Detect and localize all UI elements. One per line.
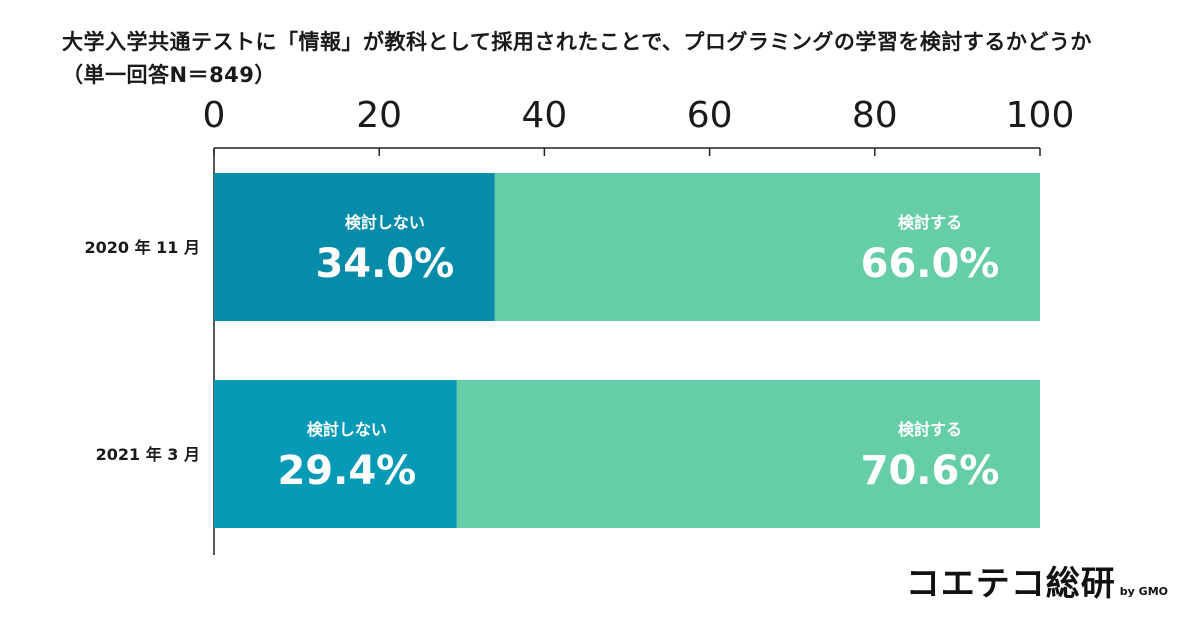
x-tick-label-20: 20 [356,95,402,136]
bar-value-label-0-1: 66.0% [861,241,1000,287]
bar-segment-1-0 [214,380,457,528]
chart-title-line1: 大学入学共通テストに「情報」が教科として採用されたことで、プログラミングの学習を… [62,30,1092,54]
brand-logo-text: コエテコ総研 [905,564,1116,604]
chart-title: 大学入学共通テストに「情報」が教科として採用されたことで、プログラミングの学習を… [62,26,1092,92]
bar-segment-name-1-0: 検討しない [307,420,387,439]
bar-value-label-1-0: 29.4% [277,448,416,494]
x-tick-label-40: 40 [521,95,567,136]
brand-byline: by GMO [1119,585,1168,598]
x-tick-label-80: 80 [852,95,898,136]
brand-logo: コエテコ総研 by GMO [906,556,1168,605]
bar-segment-0-1 [494,173,1041,321]
category-label-0: 2020 年 11 月 [84,238,200,257]
bar-segment-name-0-1: 検討する [898,213,962,232]
chart-title-line2: （単一回答N＝849） [62,63,276,87]
bar-segment-name-1-1: 検討する [898,420,962,439]
bar-segment-1-1 [456,380,1040,528]
bar-value-label-1-1: 70.6% [861,448,1000,494]
bar-value-label-0-0: 34.0% [315,241,454,287]
x-tick-label-0: 0 [203,95,226,136]
category-label-1: 2021 年 3 月 [96,445,200,464]
bar-segment-name-0-0: 検討しない [345,213,425,232]
x-tick-label-60: 60 [687,95,733,136]
x-tick-label-100: 100 [1006,95,1075,136]
bar-segment-0-0 [214,173,495,321]
